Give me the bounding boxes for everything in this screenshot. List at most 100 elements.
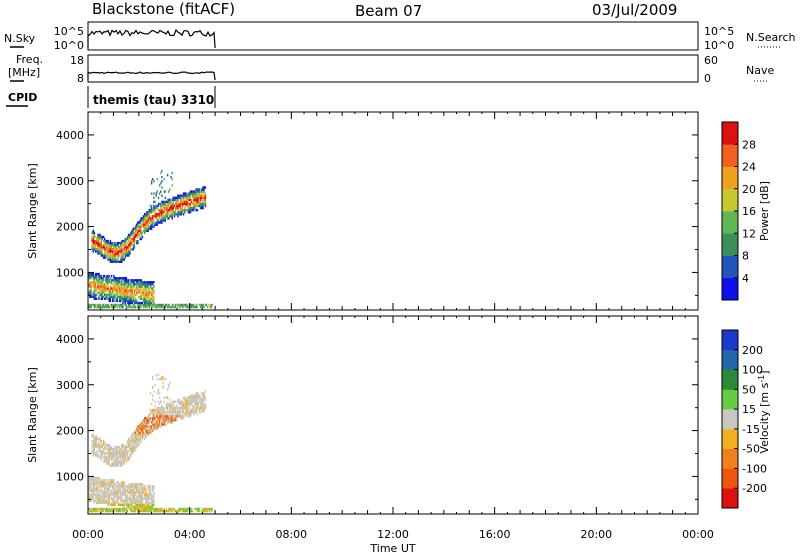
echo-cell [173,410,176,414]
echo-cell [142,425,145,428]
echo-cell [107,495,109,498]
echo-cell [155,192,157,195]
echo-cell [110,462,113,465]
echo-cell [123,281,125,284]
echo-cell [160,171,162,175]
echo-cell [153,192,155,195]
echo-cell [132,227,134,230]
echo-cell [147,297,149,300]
echo-cell [141,303,144,307]
echo-cell [187,211,189,214]
echo-cell [138,431,140,434]
x-axis-label: Time UT [369,542,415,554]
echo-cell [118,287,121,290]
echo-cell [130,437,132,441]
echo-cell [108,241,110,245]
echo-cell [130,248,132,251]
echo-cell [121,254,123,257]
echo-cell [113,244,115,247]
echo-cell [176,198,178,201]
echo-cell [94,250,97,253]
echo-cell [121,452,123,455]
echo-cell [118,297,121,300]
echo-cell [173,196,176,199]
echo-cell [160,219,162,222]
echo-cell [145,215,147,218]
echo-cell [163,219,165,222]
echo-cell [177,211,179,214]
echo-cell [158,377,161,381]
echo-cell [130,499,132,502]
echo-cell [129,233,131,237]
echo-cell [116,287,118,290]
echo-cell [100,235,102,239]
echo-cell [130,450,132,453]
echo-cell [109,239,112,243]
colorbar-tick-label: 100 [742,364,763,377]
echo-cell [125,458,128,461]
echo-cell [152,497,154,500]
echo-cell [125,445,128,449]
echo-cell [204,507,207,511]
echo-cell [133,237,136,241]
echo-cell [200,303,202,307]
echo-cell [130,241,132,245]
echo-cell [206,507,209,511]
echo-cell [161,421,163,424]
echo-cell [100,293,102,296]
echo-cell [116,254,118,257]
echo-cell [123,503,125,507]
echo-cell [88,491,90,494]
echo-cell [139,509,141,513]
echo-cell [117,285,120,288]
echo-cell [190,198,193,201]
echo-cell [185,410,187,414]
echo-cell [101,303,104,307]
echo-cell [123,507,125,511]
echo-cell [155,194,157,197]
echo-cell [156,305,158,309]
echo-cell [117,241,120,245]
echo-cell [102,509,105,513]
echo-cell [141,289,144,292]
echo-cell [144,297,146,300]
echo-cell [179,402,181,405]
echo-cell [101,483,104,486]
echo-cell [93,441,96,445]
echo-cell [184,194,186,197]
echo-cell [149,489,152,492]
echo-cell [132,239,134,243]
echo-cell [88,303,90,307]
echo-cell [128,283,130,286]
echo-cell [144,223,146,226]
echo-cell [110,258,113,261]
echo-cell [196,394,199,397]
echo-cell [192,408,194,412]
echo-cell [144,489,146,492]
echo-cell [144,219,146,222]
echo-cell [139,499,141,502]
echo-cell [88,497,90,500]
echo-cell [137,303,139,307]
echo-cell [185,208,187,212]
echo-cell [145,499,147,502]
echo-cell [181,208,184,212]
echo-cell [196,305,199,309]
echo-cell [149,491,152,494]
echo-cell [204,402,207,405]
echo-cell [139,435,141,438]
echo-cell [121,450,123,453]
echo-cell [98,497,100,500]
echo-cell [115,289,117,292]
echo-cell [147,293,149,296]
echo-cell [94,303,97,307]
echo-cell [185,408,187,412]
echo-cell [94,287,97,290]
echo-cell [155,412,157,416]
echo-cell [102,489,105,492]
echo-cell [150,425,153,428]
echo-cell [132,443,134,447]
echo-cell [122,491,124,494]
echo-cell [93,293,96,296]
